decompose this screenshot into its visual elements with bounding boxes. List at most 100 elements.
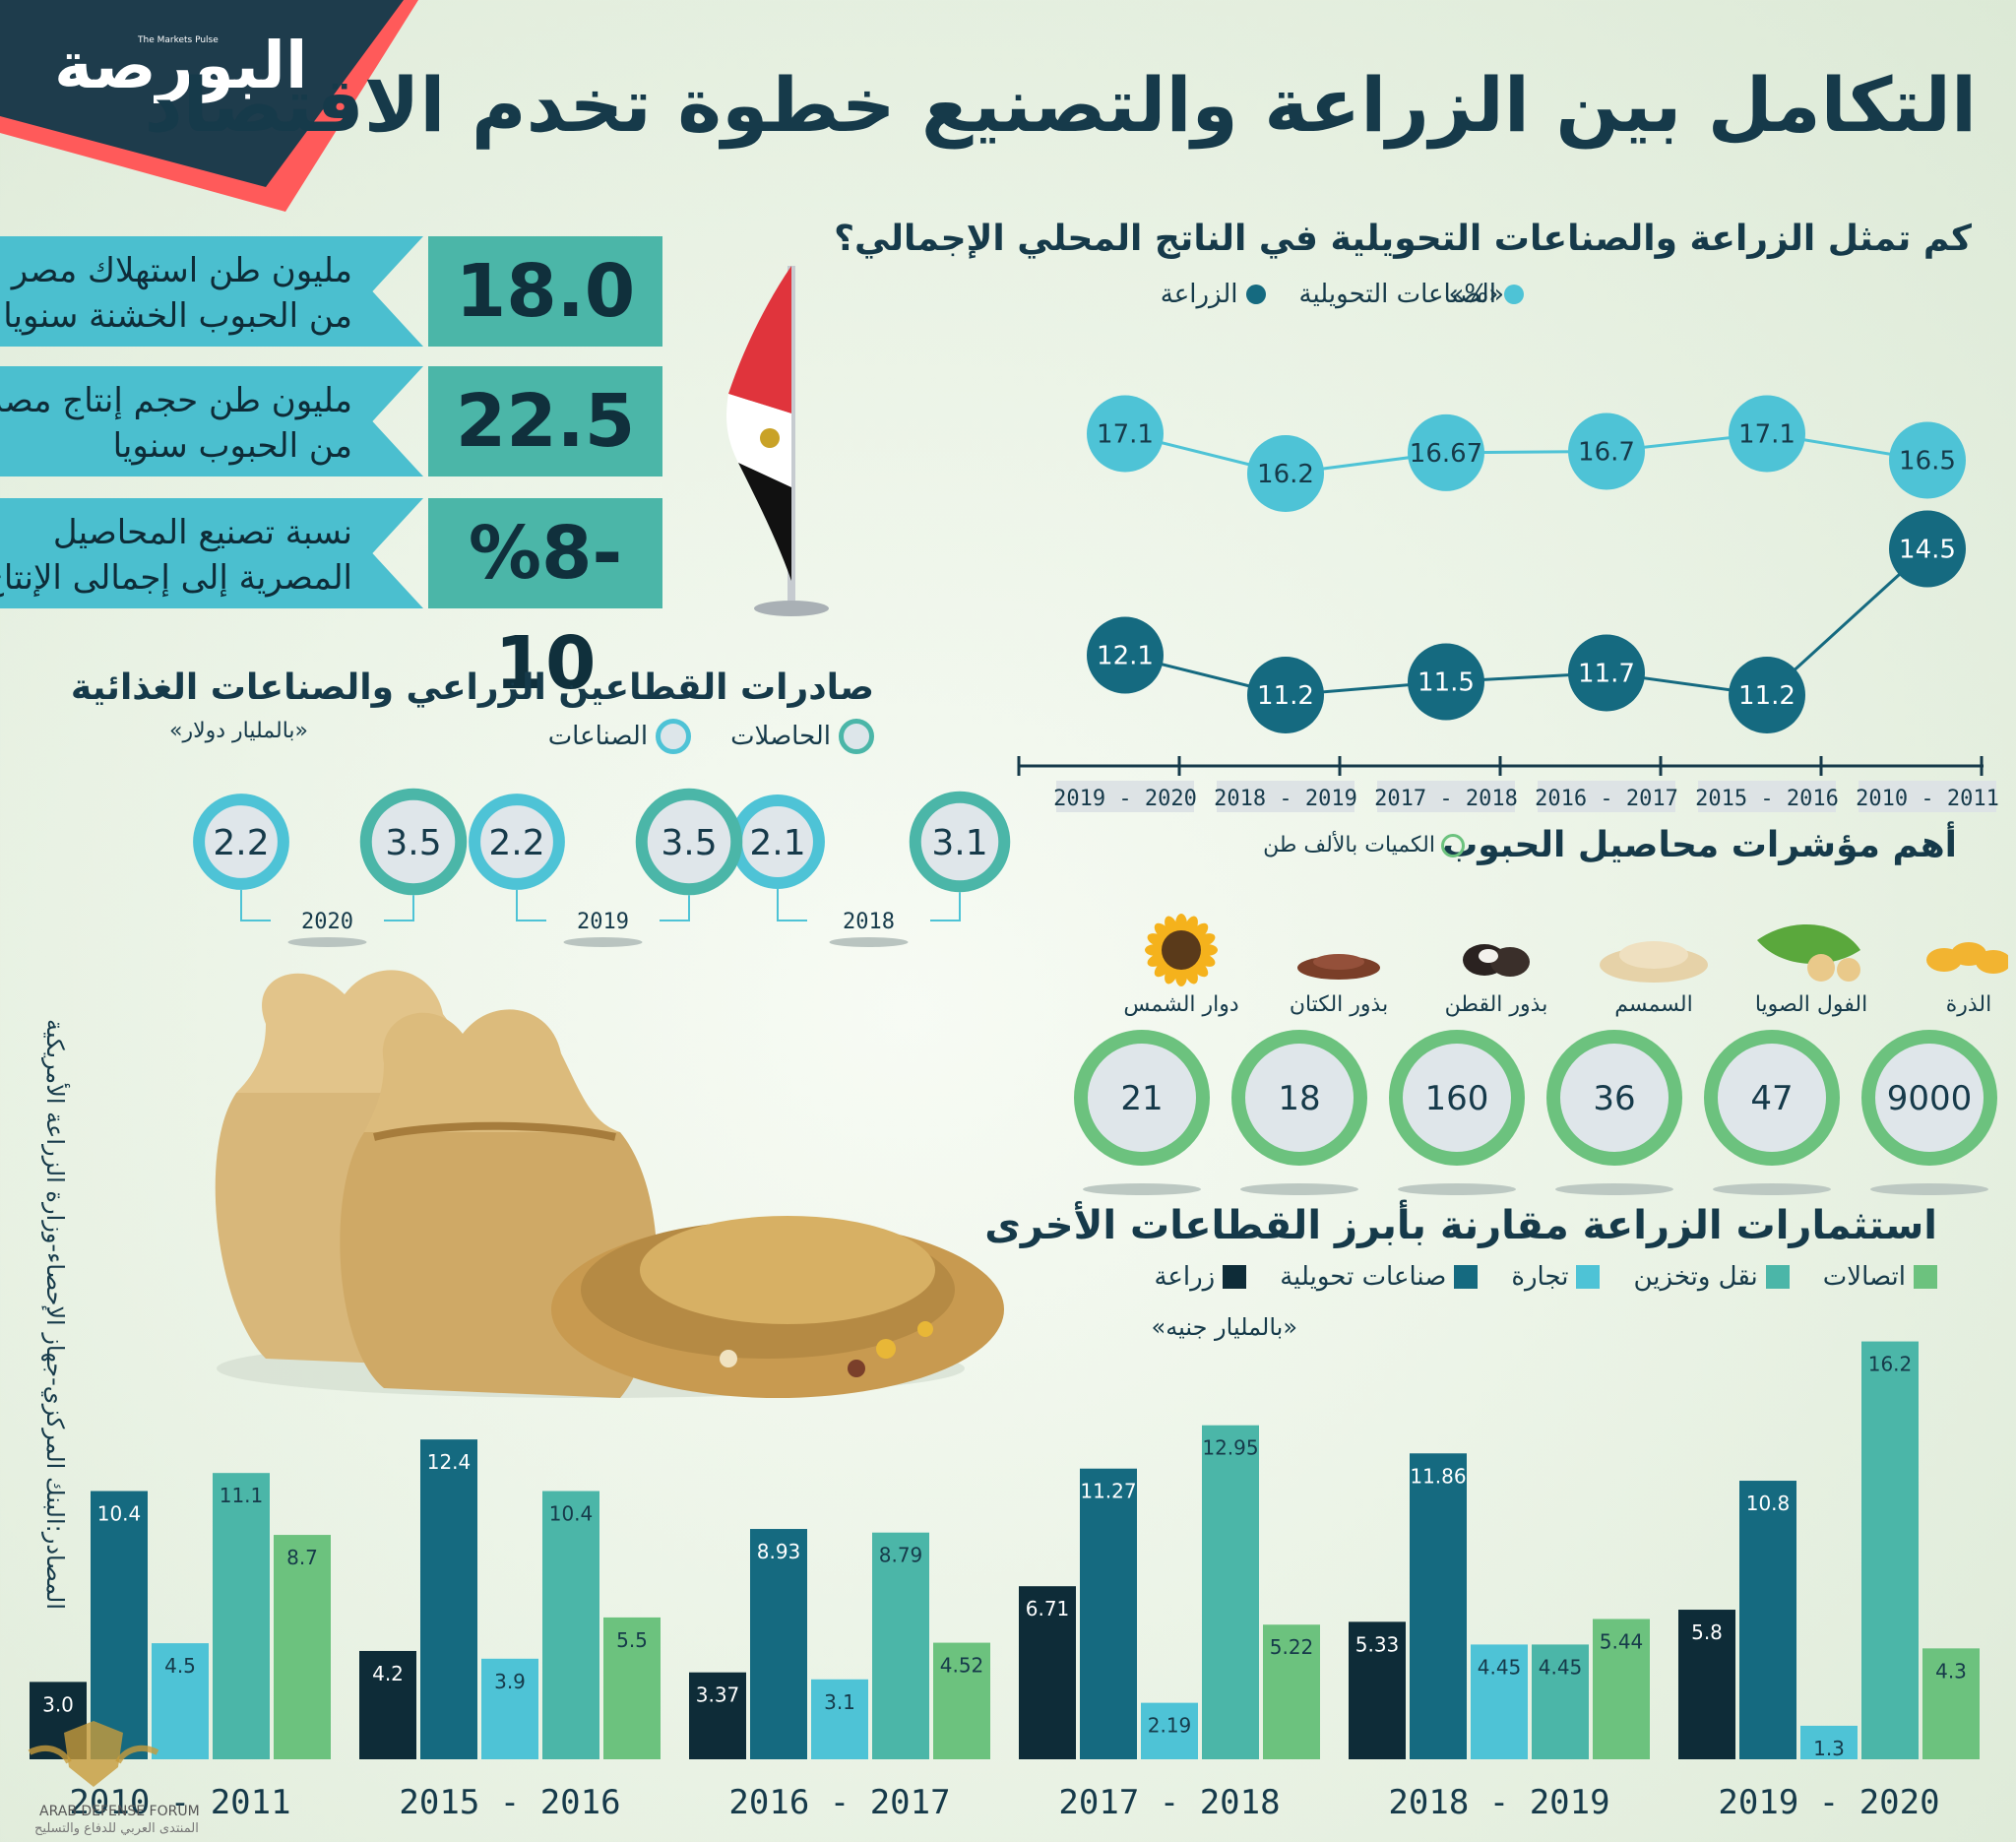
x-tick-label: 2015 - 2016 [1695,787,1839,811]
investments-title: استثمارات الزراعة مقارنة بأبرز القطاعات … [984,1203,1937,1248]
legend-swatch [1454,1265,1479,1289]
crop-labels: الذرة الفول الصويا السمسم بذور القطن بذور ال… [1063,992,2008,1032]
crop-label: الذرة [1945,992,1992,1017]
data-label: 17.1 [1738,420,1796,450]
legend-swatch [1504,285,1524,304]
bar-label: 5.33 [1355,1632,1400,1656]
bar [1922,1648,1980,1759]
series-line [1124,547,1929,697]
data-label: 16.67 [1410,439,1482,469]
crop-label: بذور الكتان [1289,992,1389,1017]
bubble-crops [635,788,743,896]
bar-label: 4.52 [940,1654,984,1678]
crop-bubble [1231,1030,1367,1166]
bubble-label: 3.5 [385,823,441,863]
grain-sacks-illustration [215,970,1004,1398]
year-bracket [384,895,414,921]
bar-label: 2.19 [1148,1714,1192,1738]
year-bracket [930,892,961,921]
exports-title: صادرات القطاعين الزراعي والصناعات الغذائ… [70,667,874,708]
crop-bubble [1074,1030,1210,1166]
gdp-line-chart: 16.5 17.1 16.7 16.67 16.2 17.1 14.5 11.2 11.7 11.… [1017,395,1998,812]
bubble-label: 2.2 [488,823,544,863]
logo-subtitle: The Markets Pulse [138,35,219,45]
legend-swatch [1765,1265,1790,1289]
bar-label: 12.95 [1202,1436,1258,1460]
bar [1532,1644,1589,1759]
sunflower-center [1162,930,1201,970]
watermark-text: ARAB DEFENSE FORUM [39,1804,200,1819]
bar-label: 5.8 [1691,1620,1723,1644]
data-point [1087,395,1164,473]
legend-swatch [656,719,692,754]
bar-label: 12.4 [427,1450,472,1474]
legend-item: زراعة [1154,1262,1247,1292]
watermark-emblem-icon [28,1721,159,1787]
bar [420,1439,477,1759]
grains-title: أهم مؤشرات محاصيل الحبوب [1442,825,1957,865]
bar [1800,1725,1858,1759]
crop-shadow [1713,1183,1831,1195]
x-tick-label: 2016 - 2017 [728,1783,950,1822]
bar-label: 4.45 [1539,1655,1583,1679]
data-point [1247,657,1324,733]
crop-value: 9000 [1887,1079,1973,1118]
year-label: 2018 [843,910,895,934]
bar [91,1491,148,1759]
year-label: 2020 [301,910,353,934]
year-shadow [829,937,909,947]
legend-label: الحاصلات [730,722,831,751]
legend-swatch [1441,833,1465,857]
bubble-industries [469,794,565,890]
bar [1080,1468,1137,1759]
flax-seed-pile [1313,954,1364,970]
x-tick-label: 2019 - 2020 [1718,1783,1939,1822]
bar [1593,1619,1650,1759]
legend-label: تجارة [1511,1262,1569,1292]
x-tick-bg [1858,781,1996,812]
bar-label: 11.27 [1080,1480,1136,1503]
legend-item: اتصالات [1823,1262,1937,1292]
crop-value: 21 [1120,1079,1163,1118]
bar-label: 3.37 [696,1683,740,1707]
sesame-pile [1619,941,1688,969]
bar-label: 3.0 [42,1692,74,1716]
bar-label: 8.79 [879,1544,923,1567]
crop-label: دوار الشمس [1123,992,1239,1017]
cotton-fiber [1479,949,1498,963]
bubble-crops [359,788,468,896]
legend-item: صناعات تحويلية [1280,1262,1479,1292]
bubble-industries [193,794,289,890]
sunflower-petal [1175,914,1187,935]
bubble-label: 2.2 [213,823,269,863]
grains-unit: الكميات بالألف طن [1263,833,1435,857]
crop-value: 160 [1425,1079,1489,1118]
year-shadow [563,937,643,947]
stat-value: 18.0 [428,236,662,347]
legend-label: الصناعات [547,722,649,751]
page-title: التكامل بين الزراعة والتصنيع خطوة تخدم ا… [144,61,1977,149]
data-point [1568,413,1645,490]
source-note: المصادر:البنك المركزي-جهاز الإحصاء-وزارة… [41,1019,69,1610]
x-tick-bg [1377,781,1515,812]
bar [1349,1621,1406,1759]
crop-bubble [1546,1030,1682,1166]
bar-label: 5.22 [1270,1635,1314,1659]
legend-swatch [839,719,874,754]
legend-label: اتصالات [1822,1262,1906,1292]
x-tick-label: 2019 - 2020 [1053,787,1197,811]
bar-label: 5.5 [616,1628,648,1652]
legend-item: الحاصلات [730,719,874,754]
bar-label: 3.9 [494,1670,526,1693]
crop-shadow [1083,1183,1201,1195]
bar [359,1650,416,1759]
grains-unit-note: الكميات بالألف طن [1263,833,1465,857]
data-label: 16.5 [1899,447,1956,476]
bar-label: 16.2 [1868,1353,1913,1376]
crop-label: الفول الصويا [1754,992,1868,1017]
year-bracket [240,889,271,921]
corn-kernel [1976,950,2008,974]
bar [152,1643,209,1759]
legend-label: الصناعات التحويلية [1298,280,1496,309]
legend-item: نقل وتخزين [1633,1262,1790,1292]
